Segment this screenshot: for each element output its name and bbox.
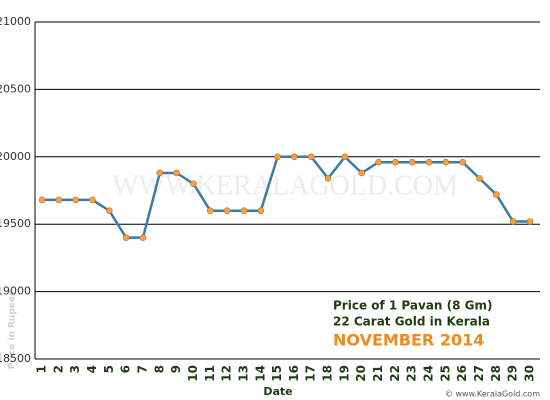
marker [509,218,517,225]
marker [223,207,231,215]
x-tick-label: 4 [85,365,99,373]
annotation: NOVEMBER 2014 [333,331,484,350]
x-tick-label: 18 [321,365,335,382]
x-tick-label: 29 [506,365,520,382]
y-tick-label: 19500 [0,217,31,230]
x-tick-label: 11 [203,365,217,382]
marker [459,158,466,166]
marker [341,153,349,161]
x-tick-label: 8 [152,365,166,373]
marker [392,158,399,166]
x-tick-label: 10 [186,365,200,382]
x-tick-label: 3 [68,365,82,373]
x-axis-title: Date [263,385,292,398]
y-axis-title: Price in Rupees [8,291,18,370]
x-tick-label: 16 [287,365,301,382]
marker [173,169,180,177]
marker [190,180,197,188]
marker [55,196,63,204]
marker [122,234,130,241]
marker [425,158,433,166]
y-tick-label: 19000 [0,285,31,298]
marker [156,169,164,177]
marker [257,207,265,215]
x-tick-label: 24 [422,365,436,382]
marker [38,196,46,204]
x-tick-label: 25 [438,365,452,382]
x-tick-label: 20 [354,365,368,382]
x-tick-label: 7 [135,365,149,373]
annotation: 22 Carat Gold in Kerala [333,315,490,329]
x-tick-label: 5 [102,365,116,373]
x-tick-label: 12 [220,365,234,382]
x-tick-label: 6 [119,365,133,373]
x-tick-label: 17 [304,365,318,382]
x-tick-label: 27 [472,365,486,382]
x-tick-label: 9 [169,365,183,373]
x-tick-label: 14 [253,365,267,382]
x-tick-label: 19 [337,365,351,382]
marker [291,153,298,161]
marker [89,196,96,204]
watermark: WWW.KERALAGOLD.COM [112,170,458,201]
marker [375,158,382,166]
marker [526,218,534,225]
x-tick-label: 13 [236,365,250,382]
x-tick-label: 26 [455,365,469,382]
marker [493,191,500,198]
x-tick-label: 1 [35,365,49,373]
marker [72,196,79,204]
marker [408,158,416,166]
x-tick-label: 30 [523,365,537,382]
annotation: Price of 1 Pavan (8 Gm) [333,299,493,313]
marker [358,169,366,177]
marker [274,153,281,161]
marker [476,175,483,182]
y-tick-label: 21000 [0,15,31,28]
y-tick-label: 20000 [0,150,31,163]
marker [139,234,147,241]
x-tick-label: 22 [388,365,402,382]
marker [206,207,214,215]
x-tick-label: 2 [51,365,65,373]
marker [442,158,450,166]
marker [240,207,248,215]
x-tick-label: 23 [405,365,419,382]
marker [307,153,315,161]
x-tick-label: 28 [489,365,503,382]
copyright: © www.KeralaGold.com [445,390,540,399]
marker [324,175,332,182]
y-tick-label: 18500 [0,352,31,365]
x-tick-label: 21 [371,365,385,382]
marker [106,207,113,215]
x-tick-label: 15 [270,365,284,382]
y-tick-label: 20500 [0,82,31,95]
